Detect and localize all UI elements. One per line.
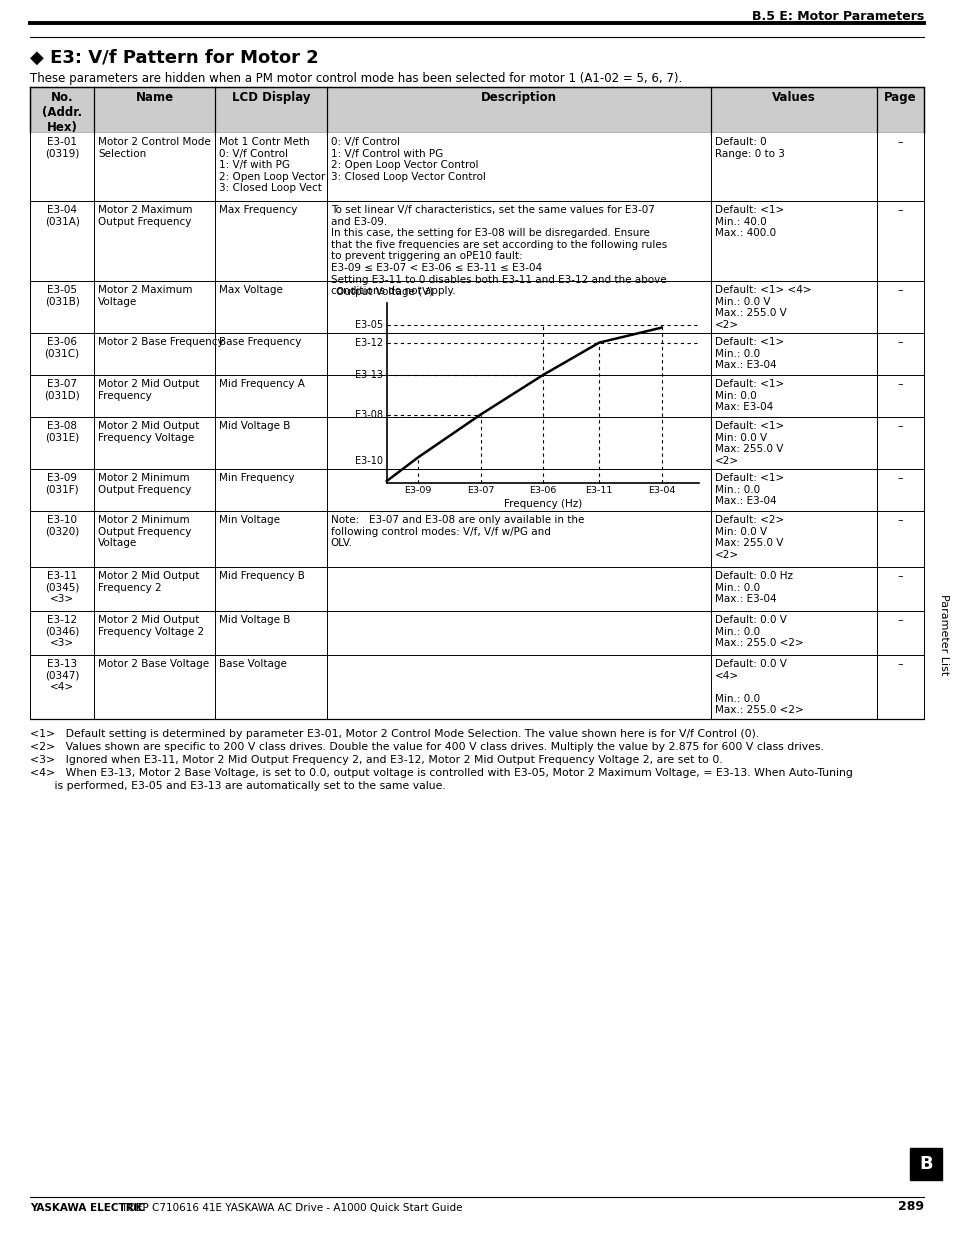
Text: Min Voltage: Min Voltage xyxy=(219,515,280,525)
Text: E3-12
(0346)
<3>: E3-12 (0346) <3> xyxy=(45,615,79,648)
Text: Default: <1>
Min.: 40.0
Max.: 400.0: Default: <1> Min.: 40.0 Max.: 400.0 xyxy=(715,205,783,238)
Text: E3-05
(031B): E3-05 (031B) xyxy=(45,285,79,306)
Text: 289: 289 xyxy=(897,1200,923,1213)
Text: E3-11
(0345)
<3>: E3-11 (0345) <3> xyxy=(45,571,79,604)
Text: Motor 2 Mid Output
Frequency 2: Motor 2 Mid Output Frequency 2 xyxy=(98,571,199,593)
Text: –: – xyxy=(897,337,902,347)
Text: B.5 E: Motor Parameters: B.5 E: Motor Parameters xyxy=(751,10,923,23)
Text: Default: 0.0 V
Min.: 0.0
Max.: 255.0 <2>: Default: 0.0 V Min.: 0.0 Max.: 255.0 <2> xyxy=(715,615,803,648)
Text: Motor 2 Maximum
Output Frequency: Motor 2 Maximum Output Frequency xyxy=(98,205,193,226)
Text: E3-07: E3-07 xyxy=(466,487,494,495)
Text: –: – xyxy=(897,571,902,580)
Text: 0: V/f Control
1: V/f Control with PG
2: Open Loop Vector Control
3: Closed Loop: 0: V/f Control 1: V/f Control with PG 2:… xyxy=(331,137,485,182)
Text: E3-07
(031D): E3-07 (031D) xyxy=(44,379,80,400)
Text: Values: Values xyxy=(771,91,815,104)
Text: <3>   Ignored when E3-11, Motor 2 Mid Output Frequency 2, and E3-12, Motor 2 Mid: <3> Ignored when E3-11, Motor 2 Mid Outp… xyxy=(30,755,722,764)
Text: Default: <1>
Min.: 0.0
Max.: E3-04: Default: <1> Min.: 0.0 Max.: E3-04 xyxy=(715,473,783,506)
Text: ◆ E3: V/f Pattern for Motor 2: ◆ E3: V/f Pattern for Motor 2 xyxy=(30,49,318,67)
Text: –: – xyxy=(897,205,902,215)
Bar xyxy=(30,333,923,375)
Text: E3-08
(031E): E3-08 (031E) xyxy=(45,421,79,442)
Text: Max Frequency: Max Frequency xyxy=(219,205,297,215)
Text: E3-10
(0320): E3-10 (0320) xyxy=(45,515,79,536)
Text: E3-06: E3-06 xyxy=(529,487,557,495)
Text: E3-09
(031F): E3-09 (031F) xyxy=(46,473,79,494)
Text: Default: 0
Range: 0 to 3: Default: 0 Range: 0 to 3 xyxy=(715,137,784,158)
Text: –: – xyxy=(897,615,902,625)
Text: Mid Voltage B: Mid Voltage B xyxy=(219,615,290,625)
Text: LCD Display: LCD Display xyxy=(232,91,310,104)
Text: Motor 2 Mid Output
Frequency Voltage: Motor 2 Mid Output Frequency Voltage xyxy=(98,421,199,442)
Text: Motor 2 Minimum
Output Frequency
Voltage: Motor 2 Minimum Output Frequency Voltage xyxy=(98,515,192,548)
Text: Name: Name xyxy=(135,91,173,104)
Bar xyxy=(30,469,923,511)
Text: Default: <1>
Min: 0.0
Max: E3-04: Default: <1> Min: 0.0 Max: E3-04 xyxy=(715,379,783,412)
Text: Default: 0.0 Hz
Min.: 0.0
Max.: E3-04: Default: 0.0 Hz Min.: 0.0 Max.: E3-04 xyxy=(715,571,792,604)
Text: Motor 2 Base Voltage: Motor 2 Base Voltage xyxy=(98,659,210,669)
Text: Default: 0.0 V
<4>

Min.: 0.0
Max.: 255.0 <2>: Default: 0.0 V <4> Min.: 0.0 Max.: 255.0… xyxy=(715,659,803,715)
Bar xyxy=(30,655,923,719)
Text: Default: <1> <4>
Min.: 0.0 V
Max.: 255.0 V
<2>: Default: <1> <4> Min.: 0.0 V Max.: 255.0… xyxy=(715,285,811,330)
Text: <2>   Values shown are specific to 200 V class drives. Double the value for 400 : <2> Values shown are specific to 200 V c… xyxy=(30,742,823,752)
Text: Motor 2 Minimum
Output Frequency: Motor 2 Minimum Output Frequency xyxy=(98,473,192,494)
Text: Frequency (Hz): Frequency (Hz) xyxy=(503,499,581,509)
Text: Parameter List: Parameter List xyxy=(938,594,948,676)
Bar xyxy=(30,417,923,469)
Text: Note:   E3-07 and E3-08 are only available in the
following control modes: V/f, : Note: E3-07 and E3-08 are only available… xyxy=(331,515,583,548)
Text: These parameters are hidden when a PM motor control mode has been selected for m: These parameters are hidden when a PM mo… xyxy=(30,72,681,85)
Text: E3-04: E3-04 xyxy=(647,487,675,495)
Bar xyxy=(30,511,923,567)
Text: E3-05: E3-05 xyxy=(355,320,382,330)
Text: Mid Voltage B: Mid Voltage B xyxy=(219,421,290,431)
Text: –: – xyxy=(897,137,902,147)
Text: –: – xyxy=(897,421,902,431)
Text: TOEP C710616 41E YASKAWA AC Drive - A1000 Quick Start Guide: TOEP C710616 41E YASKAWA AC Drive - A100… xyxy=(115,1203,462,1213)
Text: No.
(Addr.
Hex): No. (Addr. Hex) xyxy=(42,91,82,135)
Text: <4>   When E3-13, Motor 2 Base Voltage, is set to 0.0, output voltage is control: <4> When E3-13, Motor 2 Base Voltage, is… xyxy=(30,768,852,778)
Text: Output Voltage (V): Output Voltage (V) xyxy=(335,287,433,296)
Text: E3-13
(0347)
<4>: E3-13 (0347) <4> xyxy=(45,659,79,692)
Bar xyxy=(30,133,923,201)
Bar xyxy=(30,282,923,333)
Text: E3-01
(0319): E3-01 (0319) xyxy=(45,137,79,158)
Text: Mot 1 Contr Meth
0: V/f Control
1: V/f with PG
2: Open Loop Vector
3: Closed Loo: Mot 1 Contr Meth 0: V/f Control 1: V/f w… xyxy=(219,137,325,194)
Text: E3-04
(031A): E3-04 (031A) xyxy=(45,205,79,226)
Bar xyxy=(30,201,923,282)
Bar xyxy=(30,375,923,417)
Text: Description: Description xyxy=(480,91,557,104)
Text: E3-11: E3-11 xyxy=(585,487,612,495)
Bar xyxy=(30,567,923,611)
Text: –: – xyxy=(897,473,902,483)
Text: is performed, E3-05 and E3-13 are automatically set to the same value.: is performed, E3-05 and E3-13 are automa… xyxy=(30,781,445,790)
Text: –: – xyxy=(897,659,902,669)
Bar xyxy=(30,611,923,655)
Text: YASKAWA ELECTRIC: YASKAWA ELECTRIC xyxy=(30,1203,145,1213)
Text: B: B xyxy=(919,1155,932,1173)
Text: E3-13: E3-13 xyxy=(355,370,382,380)
Text: Default: <2>
Min: 0.0 V
Max: 255.0 V
<2>: Default: <2> Min: 0.0 V Max: 255.0 V <2> xyxy=(715,515,783,559)
Text: <1>   Default setting is determined by parameter E3-01, Motor 2 Control Mode Sel: <1> Default setting is determined by par… xyxy=(30,729,759,739)
Text: –: – xyxy=(897,515,902,525)
Text: Min Frequency: Min Frequency xyxy=(219,473,294,483)
Text: Motor 2 Maximum
Voltage: Motor 2 Maximum Voltage xyxy=(98,285,193,306)
Text: E3-09: E3-09 xyxy=(404,487,432,495)
Text: Default: <1>
Min.: 0.0
Max.: E3-04: Default: <1> Min.: 0.0 Max.: E3-04 xyxy=(715,337,783,370)
Text: Base Frequency: Base Frequency xyxy=(219,337,301,347)
Text: Page: Page xyxy=(883,91,916,104)
Bar xyxy=(909,1149,941,1179)
Text: To set linear V/f characteristics, set the same values for E3-07
and E3-09.
In t: To set linear V/f characteristics, set t… xyxy=(331,205,666,296)
Text: Mid Frequency A: Mid Frequency A xyxy=(219,379,305,389)
Text: Max Voltage: Max Voltage xyxy=(219,285,283,295)
Text: Motor 2 Control Mode
Selection: Motor 2 Control Mode Selection xyxy=(98,137,211,158)
Text: Motor 2 Mid Output
Frequency Voltage 2: Motor 2 Mid Output Frequency Voltage 2 xyxy=(98,615,204,636)
Text: Motor 2 Base Frequency: Motor 2 Base Frequency xyxy=(98,337,224,347)
Text: Base Voltage: Base Voltage xyxy=(219,659,287,669)
Text: Motor 2 Mid Output
Frequency: Motor 2 Mid Output Frequency xyxy=(98,379,199,400)
Text: Mid Frequency B: Mid Frequency B xyxy=(219,571,305,580)
Text: –: – xyxy=(897,285,902,295)
Text: E3-12: E3-12 xyxy=(355,337,382,347)
Text: Default: <1>
Min: 0.0 V
Max: 255.0 V
<2>: Default: <1> Min: 0.0 V Max: 255.0 V <2> xyxy=(715,421,783,466)
Text: E3-06
(031C): E3-06 (031C) xyxy=(45,337,80,358)
Text: E3-10: E3-10 xyxy=(355,457,382,467)
Bar xyxy=(30,86,923,133)
